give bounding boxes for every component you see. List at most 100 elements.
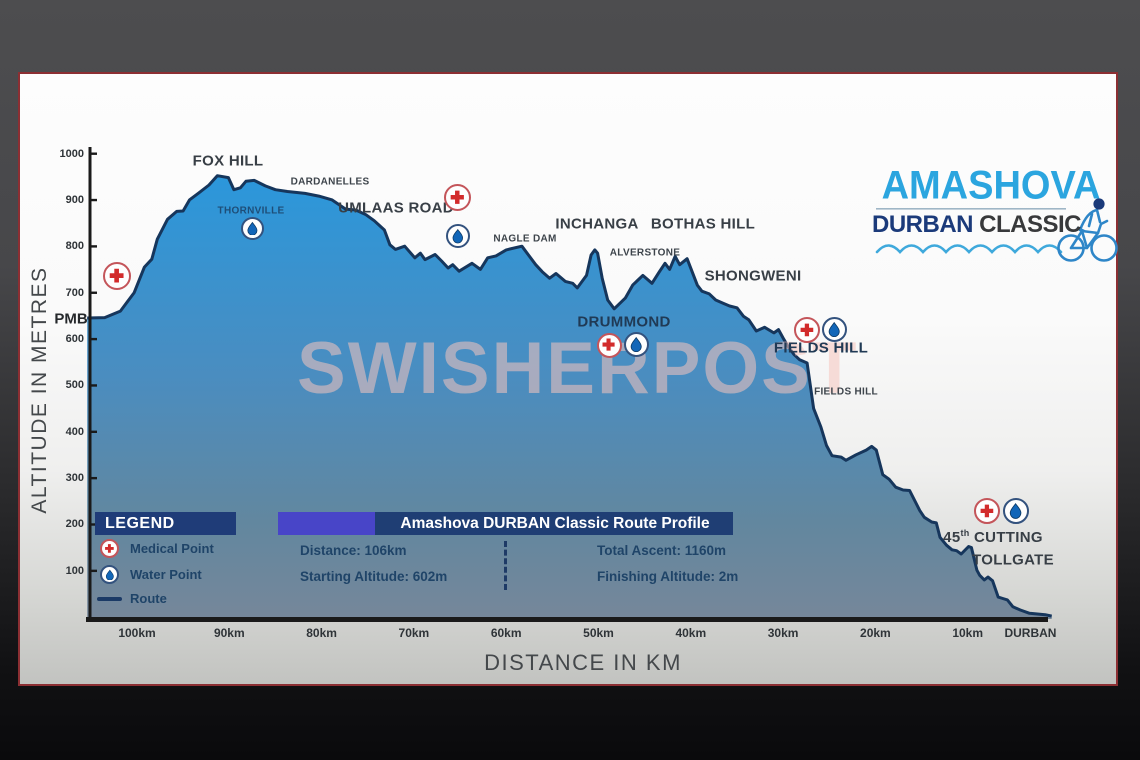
logo-durban: DURBAN [872,211,974,238]
y-tick-mark [90,476,97,480]
y-tick-label: 100 [65,564,84,577]
x-tick-label-50km: 50km [583,626,614,640]
landmark-label-bothas-hill: BOTHAS HILL [650,215,756,233]
water-drop-glyph [452,229,464,244]
landmark-label-alverstone: ALVERSTONE [609,247,681,259]
water-drop-glyph [247,221,257,236]
cyclist-icon [1057,198,1118,262]
legend-item-medical: Medical Point [100,539,214,558]
y-tick-mark [90,569,97,573]
medical-point-icon [596,332,622,358]
water-drop-glyph [630,336,642,352]
red-cross-glyph [450,190,464,204]
logo-wave-icon [875,244,1063,254]
y-tick-label: 1000 [59,147,84,160]
red-cross-glyph [800,323,814,337]
x-tick-label-10km: 10km [952,626,984,640]
y-tick-mark [90,198,97,202]
y-axis-line [88,147,92,621]
water-point-icon [240,216,264,240]
x-tick-label-20km: 20km [860,626,891,640]
red-cross-glyph [105,544,114,553]
x-tick-label-40km: 40km [675,626,707,640]
y-tick-label: 700 [65,286,84,299]
route-outline [87,174,1053,618]
y-tick-mark [90,337,97,341]
info-box-title-bar: Amashova DURBAN Classic Route Profile [278,512,733,535]
route-line-icon [97,596,122,601]
y-tick-label: 600 [65,332,84,345]
x-axis-title: DISTANCE IN KM [484,650,682,675]
info-box-title: Amashova DURBAN Classic Route Profile [400,515,710,532]
landmark-label-umlaas-road: UMLAAS ROAD [338,199,454,217]
y-tick-label: 200 [65,518,84,531]
logo-amashova: AMASHOVA [881,163,1101,209]
logo-durban-classic: DURBAN CLASSIC [872,211,1082,239]
water-drop-glyph [828,321,840,337]
legend-item-water: Water Point [100,565,214,584]
x-tick-label-100km: 100km [118,626,156,640]
landmark-label-fields-hill: FIELDS HILL [814,386,878,398]
x-axis-line [86,617,1048,622]
y-tick-mark [90,384,97,387]
logo-divider-line [876,208,1066,210]
landmark-label-drummond: DRUMMOND [577,313,671,331]
red-cross-glyph [602,338,616,352]
medical-point-icon [103,262,131,290]
landmark-label-pmb: PMB [54,310,88,328]
water-point-icon [821,316,847,342]
y-tick-label: 500 [65,379,84,392]
water-point-icon [100,565,119,584]
landmark-label-tollgate: TOLLGATE [972,551,1054,569]
legend-item-route: Route [97,591,214,606]
y-tick-mark [90,245,97,248]
logo-classic: CLASSIC [973,211,1082,238]
info-finishing-altitude: Finishing Altitude: 2m [597,569,739,584]
elevation-area [87,175,1052,619]
legend-item-label: Route [130,591,167,606]
y-tick-label: 300 [65,471,84,484]
info-box-divider [504,541,507,590]
x-tick-label-60km: 60km [490,626,522,640]
legend-title: LEGEND [105,515,175,532]
y-tick-mark [90,291,97,294]
water-point-icon [623,331,649,357]
y-tick-label: 900 [65,193,84,206]
landmark-label-inchanga: INCHANGA [555,215,639,233]
info-box-accent [278,512,375,535]
info-distance: Distance: 106km [300,543,407,558]
y-tick-label: 800 [65,240,84,253]
y-tick-mark [90,152,97,155]
y-tick-mark [90,430,97,433]
water-point-icon [1003,498,1029,524]
y-tick-label: 400 [65,425,84,438]
info-starting-altitude: Starting Altitude: 602m [300,569,448,584]
red-cross-glyph [110,269,124,283]
y-tick-mark [90,523,97,526]
landmark-label-shongweni: SHONGWENI [704,267,802,285]
x-tick-label-80km: 80km [306,626,337,640]
landmark-label-nagle-dam: NAGLE DAM [493,233,557,245]
x-tick-label-30km: 30km [767,626,799,640]
medical-point-icon [974,498,1000,524]
medical-point-icon [100,539,119,558]
medical-point-icon [794,317,820,343]
water-drop-glyph [1010,503,1022,520]
legend: Medical Point Water Point Route [97,539,214,606]
landmark-label-45th-cutting: 45th CUTTING [943,528,1043,546]
x-tick-label-durban: DURBAN [1004,626,1057,640]
water-point-icon [446,224,470,248]
medical-point-icon [443,183,471,211]
x-tick-label-70km: 70km [398,626,430,640]
y-axis-ticks [90,152,97,573]
landmark-label-fields-hill: FIELDS HILL [773,339,869,357]
x-tick-label-90km: 90km [213,626,245,640]
landmark-label-fox-hill: FOX HILL [192,152,264,170]
landmark-label-dardanelles: DARDANELLES [290,176,370,188]
legend-item-label: Water Point [130,567,202,582]
red-cross-glyph [980,504,994,518]
legend-item-label: Medical Point [130,541,214,556]
legend-title-bar: LEGEND [95,512,236,535]
